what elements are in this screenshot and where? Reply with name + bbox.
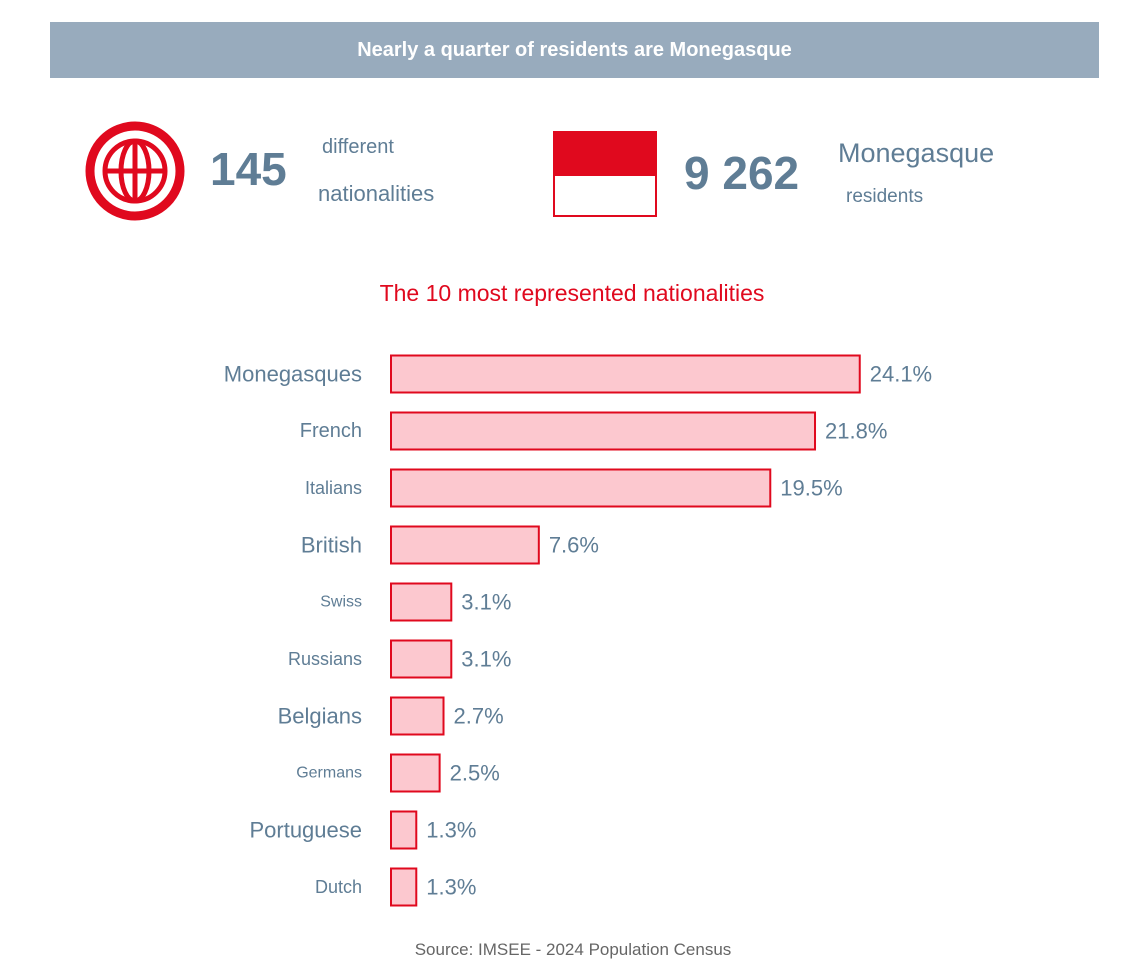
bar — [390, 810, 418, 850]
category-label: Portuguese — [249, 818, 362, 843]
value-label: 3.1% — [461, 590, 511, 615]
chart-title: The 10 most represented nationalities — [379, 280, 765, 306]
header-banner: Nearly a quarter of residents are Monega… — [50, 22, 1099, 78]
monegasque-label-bottom: residents — [846, 186, 924, 207]
value-label: 7.6% — [549, 533, 599, 558]
bar — [390, 525, 540, 565]
value-label: 2.5% — [450, 761, 500, 786]
category-label: British — [301, 533, 362, 558]
bar — [390, 867, 418, 907]
bar — [390, 639, 453, 679]
category-label: Dutch — [315, 877, 362, 897]
bar — [390, 411, 817, 451]
bar — [390, 696, 445, 736]
nationalities-count: 145 — [210, 143, 287, 195]
category-label: Monegasques — [224, 362, 362, 387]
bar — [390, 468, 772, 508]
value-label: 1.3% — [426, 875, 476, 900]
nationalities-label-top: different — [322, 136, 394, 158]
category-label: Germans — [296, 765, 362, 782]
bar — [390, 354, 861, 394]
monegasque-count: 9 262 — [684, 147, 800, 199]
bar — [390, 753, 441, 793]
monaco-flag-icon — [553, 131, 657, 217]
value-label: 19.5% — [780, 476, 842, 501]
bar — [390, 582, 453, 622]
value-label: 2.7% — [454, 704, 504, 729]
value-label: 24.1% — [870, 362, 932, 387]
monegasque-label-top: Monegasque — [838, 138, 995, 168]
source-note: Source: IMSEE - 2024 Population Census — [414, 940, 732, 959]
category-label: Italians — [305, 478, 362, 498]
header-title: Nearly a quarter of residents are Monega… — [357, 38, 792, 61]
value-label: 1.3% — [426, 818, 476, 843]
category-label: Russians — [288, 649, 362, 669]
category-label: Swiss — [320, 594, 362, 611]
value-label: 21.8% — [825, 419, 887, 444]
globe-icon — [85, 121, 185, 221]
value-label: 3.1% — [461, 647, 511, 672]
category-label: Belgians — [278, 704, 362, 729]
category-label: French — [300, 420, 362, 442]
nationalities-label-bottom: nationalities — [318, 181, 435, 206]
